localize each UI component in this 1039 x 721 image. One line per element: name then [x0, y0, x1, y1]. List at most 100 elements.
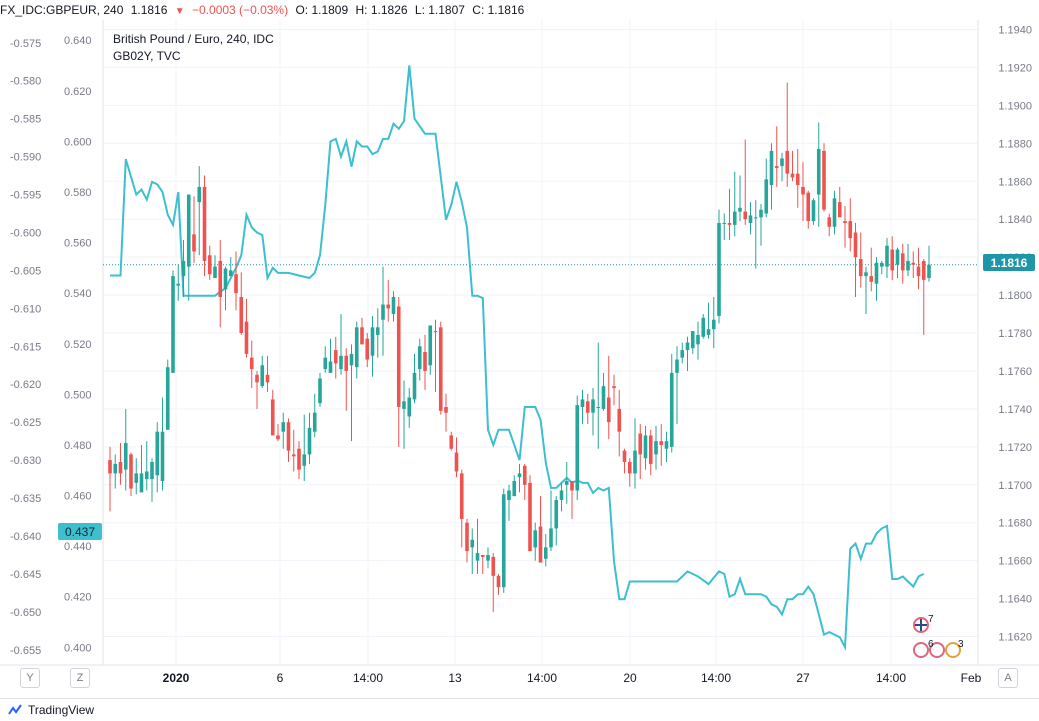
chart-legend-overlay[interactable]: GB02Y, TVC	[113, 49, 181, 63]
candle-body	[249, 357, 254, 370]
candle	[685, 336, 690, 371]
price-tick-label: 1.1800	[998, 290, 1032, 302]
candle	[549, 490, 553, 552]
candle-body	[470, 539, 475, 548]
candle	[507, 484, 511, 521]
candle	[328, 338, 333, 373]
last-price-badge-label: 1.1816	[991, 256, 1028, 270]
overlay-inner-tick-label: 0.560	[64, 238, 92, 250]
candle	[916, 247, 921, 290]
candle	[197, 166, 202, 256]
candle-body	[402, 401, 406, 409]
candle	[386, 279, 391, 322]
candle	[853, 222, 858, 297]
candle-body	[680, 350, 685, 358]
uk-flag-icon[interactable]	[913, 642, 929, 658]
candle-body	[186, 194, 191, 267]
candle	[601, 372, 606, 411]
candle	[570, 480, 574, 519]
candle	[785, 82, 790, 187]
candle-body	[664, 441, 669, 449]
chart-legend-title[interactable]: British Pound / Euro, 240, IDC	[113, 32, 274, 46]
candle	[806, 190, 811, 229]
candle	[118, 443, 123, 485]
candle-body	[108, 460, 112, 474]
candle	[402, 380, 406, 449]
overlay-inner-tick-label: 0.460	[64, 491, 92, 503]
candle-body	[921, 260, 926, 280]
tradingview-logo-icon[interactable]	[8, 703, 22, 717]
candle-body	[144, 471, 149, 480]
overlay-outer-tick-label: -0.580	[10, 76, 41, 88]
time-tick-label: 27	[796, 671, 810, 685]
candle-body	[596, 407, 601, 408]
candle	[512, 475, 517, 497]
overlay-outer-tick-label: -0.615	[10, 341, 41, 353]
candle-body	[759, 209, 763, 218]
candle	[669, 353, 674, 453]
uk-flag-icon[interactable]	[929, 642, 945, 658]
candle	[554, 496, 559, 546]
overlay-inner-tick-label: 0.520	[64, 339, 92, 351]
candle	[664, 431, 669, 463]
symbol-name[interactable]: FX_IDC:GBPEUR, 240	[0, 3, 124, 17]
candle-body	[906, 260, 910, 271]
candle-body	[711, 319, 716, 330]
candle	[522, 463, 527, 500]
candle	[349, 344, 354, 442]
chart-canvas[interactable]: 1.1940 1.1920 1.1900 1.1880 1.1860 1.1840 1.18…	[0, 0, 1039, 698]
event-flags[interactable]: 7 6 3	[913, 614, 964, 658]
flag-count-3: 3	[958, 639, 964, 650]
candle	[638, 424, 643, 480]
candle	[864, 266, 868, 315]
candle	[239, 272, 244, 335]
candle	[459, 469, 464, 548]
overlay-outer-tick-label: -0.650	[10, 607, 41, 619]
candle	[675, 346, 679, 425]
candle-body	[522, 465, 527, 485]
candle-body	[391, 296, 396, 315]
overlay-outer-tick-label: -0.610	[10, 303, 41, 315]
uk-flag-cross-icon	[915, 619, 927, 631]
brand-name[interactable]: TradingView	[28, 703, 95, 717]
candle	[297, 441, 301, 480]
candle	[811, 198, 816, 225]
candle	[202, 175, 207, 277]
candle	[234, 251, 238, 311]
candle	[885, 238, 889, 278]
candle	[486, 547, 490, 569]
candle	[538, 496, 543, 563]
candle-body	[806, 192, 811, 222]
time-tick-label: 14:00	[353, 671, 383, 685]
z-scale-button[interactable]: Z	[70, 668, 90, 688]
candle-body	[260, 365, 265, 387]
candle-body	[690, 331, 695, 349]
candle	[717, 209, 721, 324]
candle-body	[165, 367, 170, 430]
candle	[470, 528, 475, 574]
candle	[312, 393, 317, 438]
overlay-inner-tick-label: 0.420	[64, 592, 92, 604]
candle-body	[360, 327, 364, 345]
candle-body	[717, 222, 721, 316]
candle-body	[412, 372, 417, 400]
candle	[155, 422, 160, 493]
candle	[837, 186, 842, 218]
candle-body	[444, 407, 448, 413]
candle	[517, 463, 522, 493]
y-scale-button[interactable]: Y	[20, 668, 40, 688]
candle-body	[785, 150, 790, 174]
candle	[213, 255, 217, 278]
candle-body	[255, 374, 259, 383]
candles-group	[108, 82, 931, 612]
candle-body	[459, 473, 464, 519]
auto-scale-button[interactable]: A	[998, 668, 1018, 688]
overlay-inner-tick-label: 0.500	[64, 389, 92, 401]
candle	[543, 534, 548, 567]
low-value: L: 1.1807	[414, 3, 465, 17]
eu-flag-icon[interactable]	[945, 642, 961, 658]
candle-body	[396, 306, 401, 407]
candle-body	[554, 499, 559, 529]
candle	[228, 257, 233, 277]
candle-body	[570, 480, 574, 491]
